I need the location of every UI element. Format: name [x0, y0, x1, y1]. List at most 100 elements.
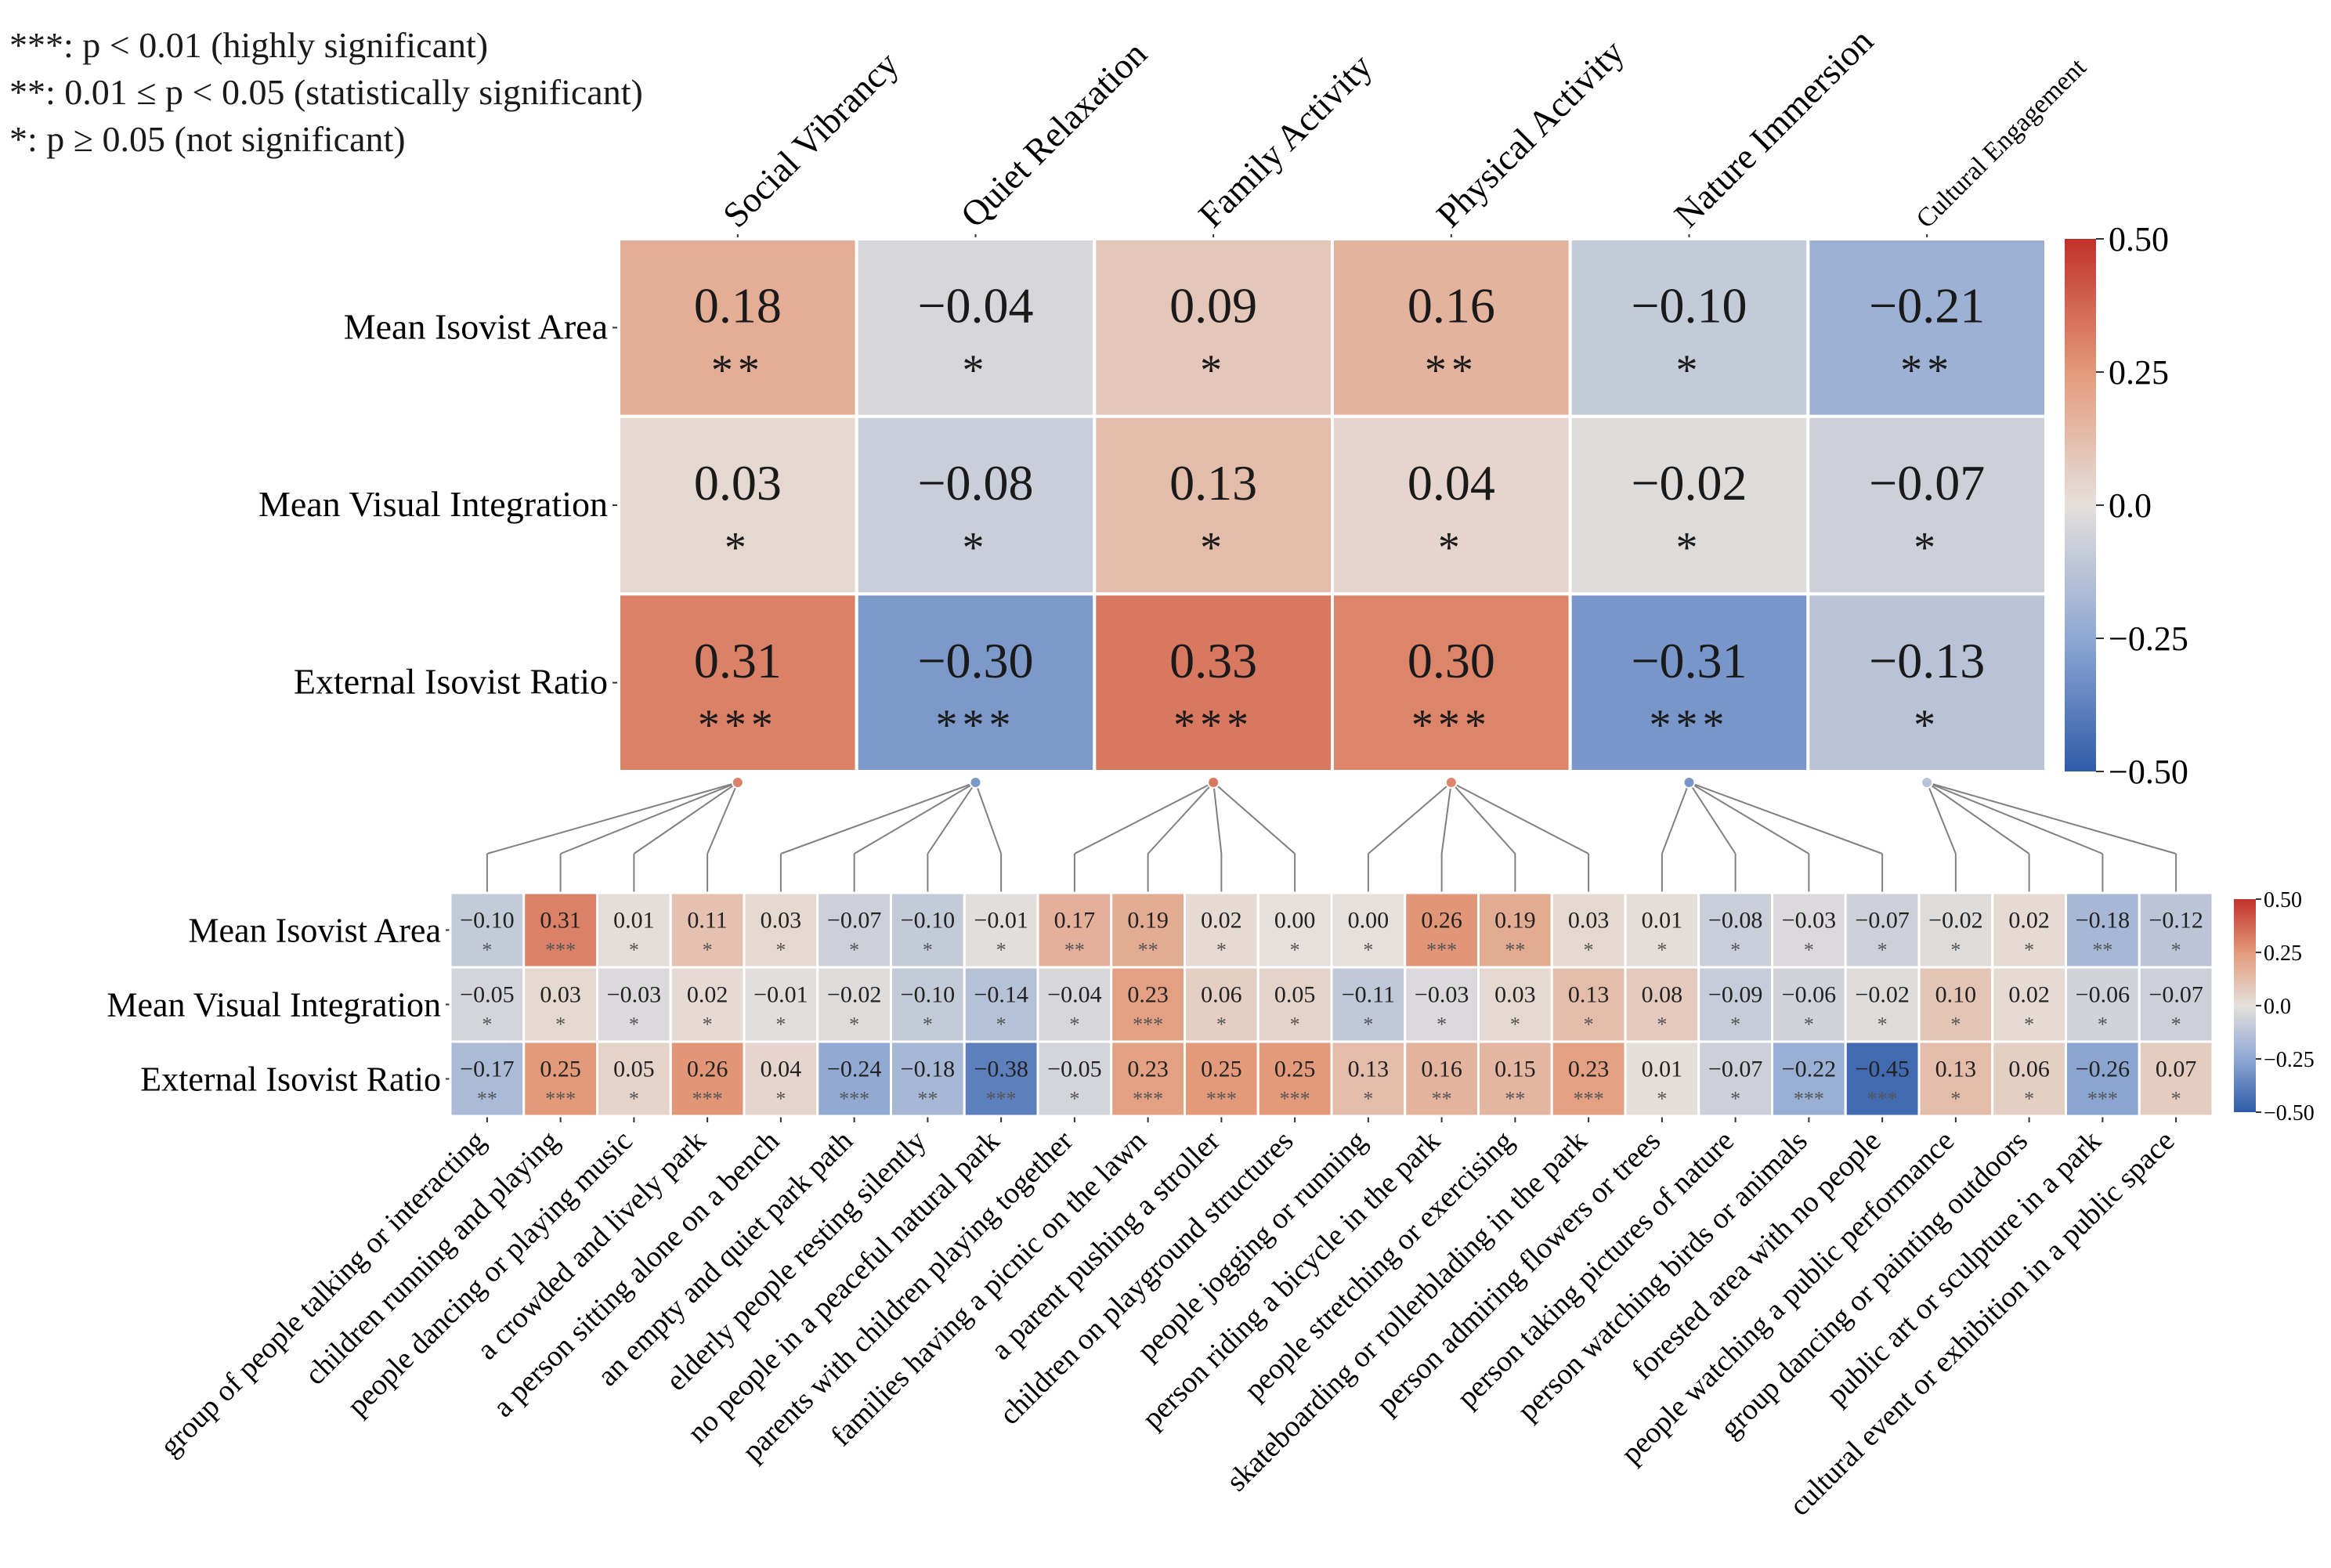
detail-cell-value: 0.02 — [2008, 908, 2050, 934]
detail-cell-value: 0.02 — [2008, 982, 2050, 1008]
detail-cell-significance: ** — [1138, 939, 1158, 962]
detail-cell-value: 0.13 — [1348, 1057, 1390, 1082]
detail-cell-significance: ** — [1432, 1088, 1452, 1111]
detail-cell-significance: * — [1657, 939, 1667, 962]
main-cell — [1806, 414, 2047, 596]
significance-legend: ***: p < 0.01 (highly significant) **: 0… — [9, 22, 643, 163]
detail-cell — [449, 891, 526, 969]
detail-cell-value: −0.05 — [1047, 1057, 1101, 1082]
main-cell — [1331, 237, 1572, 418]
detail-cell-significance: ** — [477, 1088, 497, 1111]
connector-dot — [1207, 776, 1220, 789]
detail-cell — [2065, 891, 2141, 969]
legend-line-not-significant: *: p ≥ 0.05 (not significant) — [9, 119, 406, 159]
main-cell — [855, 414, 1097, 596]
detail-cell-significance: *** — [2087, 1088, 2118, 1111]
detail-cell-value: −0.24 — [827, 1057, 881, 1082]
detail-cell-value: 0.07 — [2156, 1057, 2197, 1082]
detail-cell-value: 0.06 — [2008, 1057, 2050, 1082]
connector-dot — [1444, 776, 1458, 789]
detail-cell-significance: ** — [917, 1088, 938, 1111]
main-cell-value: −0.02 — [1631, 455, 1747, 511]
detail-cell-significance: * — [1730, 1088, 1740, 1111]
detail-colorbar-tick-label: 0.0 — [2264, 995, 2291, 1019]
main-cell-value: 0.16 — [1408, 278, 1495, 334]
main-cell-value: −0.13 — [1869, 633, 1985, 688]
detail-row-label: Mean Isovist Area — [188, 912, 441, 950]
detail-row-label: External Isovist Ratio — [140, 1060, 441, 1099]
detail-cell — [743, 1040, 819, 1118]
detail-cell-value: 0.15 — [1494, 1057, 1536, 1082]
detail-cell — [890, 966, 966, 1043]
connector-line — [1451, 782, 1516, 854]
detail-cell-significance: * — [2024, 1013, 2034, 1036]
detail-cell-value: 0.03 — [1494, 982, 1536, 1008]
detail-cell — [449, 1040, 526, 1118]
main-cell-significance: * — [1914, 524, 1940, 573]
detail-cell-value: −0.22 — [1782, 1057, 1836, 1082]
detail-cell — [1991, 891, 2067, 969]
detail-cell-significance: * — [629, 1088, 639, 1111]
detail-cell-value: 0.05 — [613, 1057, 655, 1082]
detail-cell — [1110, 1040, 1186, 1118]
main-cell-value: −0.08 — [917, 455, 1033, 511]
detail-cell — [1256, 891, 1333, 969]
detail-cell — [1917, 1040, 1994, 1118]
detail-cell-significance: * — [703, 939, 713, 962]
detail-cell-value: −0.06 — [1782, 982, 1836, 1008]
detail-cell-significance: * — [1804, 1013, 1814, 1036]
main-cell-significance: * — [1200, 524, 1227, 573]
main-cell-significance: *** — [698, 701, 778, 750]
detail-colorbar-bar — [2234, 899, 2256, 1112]
main-cell-value: 0.31 — [694, 633, 782, 688]
detail-cell-significance: *** — [1867, 1088, 1898, 1111]
connector-line — [633, 782, 739, 854]
detail-cell-significance: *** — [839, 1088, 869, 1111]
detail-cell — [1184, 1040, 1259, 1118]
detail-cell-significance: * — [775, 1088, 786, 1111]
detail-cell-significance: ** — [2092, 939, 2112, 962]
detail-cell-significance: * — [1510, 1013, 1520, 1036]
main-colorbar-tick-label: 0.50 — [2109, 220, 2169, 258]
main-cell-value: 0.13 — [1169, 455, 1257, 511]
legend-line-highly-significant: ***: p < 0.01 (highly significant) — [9, 25, 489, 65]
main-cell — [1093, 592, 1335, 773]
detail-cell-value: −0.02 — [1928, 908, 1982, 934]
main-cell-value: 0.33 — [1169, 633, 1257, 688]
detail-cell-value: −0.12 — [2148, 908, 2203, 934]
detail-cell-value: 0.04 — [761, 1057, 802, 1082]
detail-cell-significance: * — [1216, 939, 1227, 962]
detail-cell-value: 0.19 — [1127, 908, 1169, 934]
detail-heatmap: group of people talking or interactingch… — [107, 891, 2214, 1523]
main-cell-value: −0.10 — [1631, 278, 1747, 334]
detail-cell-value: −0.18 — [901, 1057, 955, 1082]
connector-line — [1440, 782, 1452, 854]
detail-cell-significance: ** — [1064, 939, 1085, 962]
detail-cell-significance: * — [482, 1013, 492, 1036]
connector-lines — [486, 776, 2177, 893]
main-cell — [1568, 414, 1810, 596]
detail-cell-significance: * — [2098, 1013, 2108, 1036]
main-cell — [617, 592, 858, 773]
detail-cell-value: −0.07 — [1855, 908, 1909, 934]
detail-cell-significance: *** — [1133, 1088, 1163, 1111]
detail-column-label: group of people talking or interacting — [154, 1125, 492, 1463]
main-cell — [617, 414, 858, 596]
main-cell-significance: * — [1200, 346, 1227, 395]
detail-cell-value: 0.08 — [1642, 982, 1683, 1008]
detail-cell-significance: * — [629, 1013, 639, 1036]
detail-cell — [522, 1040, 598, 1118]
main-cell — [1806, 237, 2047, 418]
detail-cell-value: −0.08 — [1708, 908, 1762, 934]
main-cell — [1568, 592, 1810, 773]
detail-cell — [1036, 1040, 1113, 1118]
detail-cell-significance: * — [1730, 939, 1740, 962]
detail-cell-significance: *** — [692, 1088, 723, 1111]
detail-cell-significance: *** — [1280, 1088, 1310, 1111]
main-cell-value: 0.04 — [1408, 455, 1495, 511]
main-cell-significance: * — [963, 346, 989, 395]
detail-colorbar-tick-label: 0.25 — [2264, 941, 2302, 966]
detail-cell — [1404, 1040, 1480, 1118]
detail-cell-significance: * — [1584, 939, 1594, 962]
